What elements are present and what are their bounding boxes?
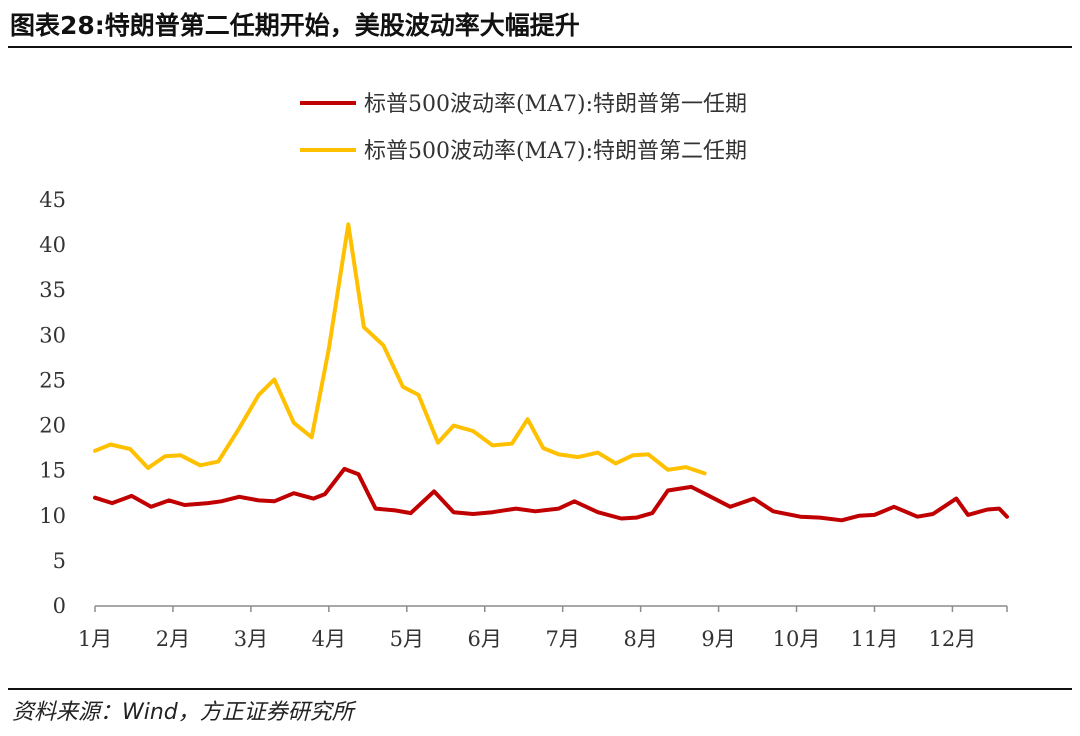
x-tick-label: 5月 — [390, 627, 424, 651]
series-line-second-term — [93, 222, 707, 476]
y-tick-label: 25 — [39, 368, 66, 392]
chart-title: 图表28:特朗普第二任期开始，美股波动率大幅提升 — [10, 11, 580, 40]
x-tick-label: 11月 — [851, 627, 899, 651]
y-tick-label: 15 — [39, 459, 66, 483]
x-tick-label: 7月 — [546, 627, 580, 651]
y-tick-label: 40 — [39, 233, 66, 257]
x-tick-label: 6月 — [468, 627, 502, 651]
legend: 标普500波动率(MA7):特朗普第一任期标普500波动率(MA7):特朗普第二… — [300, 92, 747, 164]
x-tick-label: 10月 — [773, 627, 821, 651]
x-tick-label: 12月 — [929, 627, 977, 651]
y-axis: 0 5 10 15 20 25 30 35 40 45 — [39, 188, 66, 618]
y-tick-label: 35 — [39, 278, 66, 302]
x-tick-label: 2月 — [156, 627, 190, 651]
x-tick-label: 1月 — [78, 627, 112, 651]
y-tick-label: 30 — [39, 323, 66, 347]
plot-area — [93, 222, 1009, 523]
source-rule — [8, 688, 1072, 690]
y-tick-label: 20 — [39, 414, 66, 438]
source-note: 资料来源：Wind，方正证券研究所 — [12, 700, 354, 725]
x-tick-label: 9月 — [701, 627, 735, 651]
y-tick-label: 0 — [53, 594, 66, 618]
y-tick-label: 10 — [39, 504, 66, 528]
x-tick-label: 4月 — [312, 627, 346, 651]
x-axis: 1月 2月 3月 4月 5月 6月 7月 8月 9月 10月 11月 12月 — [78, 605, 1008, 651]
y-tick-label: 5 — [53, 549, 66, 573]
x-tick-label: 8月 — [623, 627, 657, 651]
legend-label: 标普500波动率(MA7):特朗普第二任期 — [364, 139, 747, 164]
x-tick-label: 3月 — [234, 627, 268, 651]
legend-label: 标普500波动率(MA7):特朗普第一任期 — [364, 92, 747, 117]
series-line-first-term — [93, 466, 1009, 523]
y-tick-label: 45 — [39, 188, 66, 212]
title-rule — [8, 46, 1072, 48]
